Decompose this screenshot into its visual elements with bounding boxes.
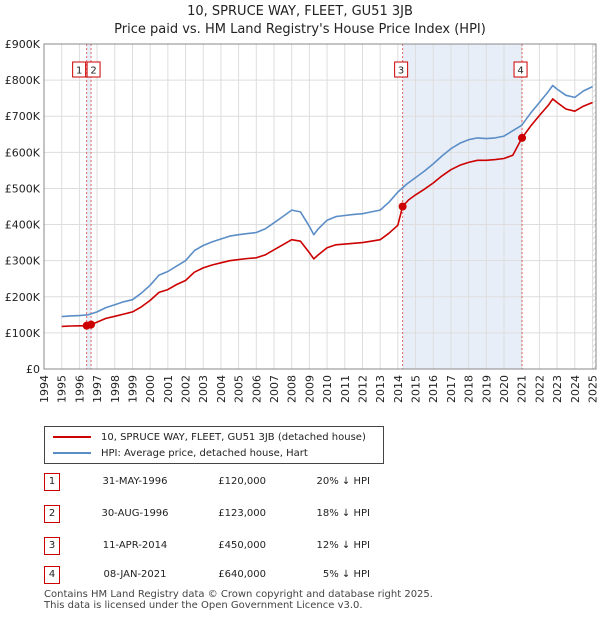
price-series-line: [61, 98, 593, 328]
x-tick-label: 2011: [339, 375, 352, 403]
y-tick-label: £700K: [5, 110, 41, 123]
y-tick-label: £900K: [5, 38, 41, 51]
transaction-label: 1: [76, 66, 82, 77]
x-tick-label: 2019: [480, 375, 493, 403]
table-row: 1 31-MAY-1996 £120,000 20% ↓ HPI: [0, 473, 600, 493]
transaction-marker: [518, 133, 527, 142]
transaction-date: 08-JAN-2021: [103, 569, 167, 580]
x-tick-label: 1995: [56, 375, 69, 403]
y-tick-label: £100K: [5, 327, 41, 340]
y-tick-label: £600K: [5, 146, 41, 159]
x-tick-label: 2021: [516, 375, 529, 403]
legend-item-price: 10, SPRUCE WAY, FLEET, GU51 3JB (detache…: [53, 430, 366, 444]
x-tick-label: 2012: [356, 375, 369, 403]
transaction-hpi-diff: 12% ↓ HPI: [316, 540, 370, 551]
x-tick-label: 2010: [321, 375, 334, 403]
x-tick-label: 1998: [109, 375, 122, 403]
x-tick-label: 2006: [250, 375, 263, 403]
x-tick-label: 2000: [144, 375, 157, 403]
transaction-label: 4: [517, 66, 523, 77]
price-chart: £0 £100K £200K £300K £400K £500K £600K £700K £80…: [5, 38, 600, 403]
transaction-label: 2: [90, 66, 96, 77]
transaction-number: 1: [44, 473, 60, 491]
legend-swatch-hpi: [53, 452, 91, 454]
y-tick-label: £0: [26, 363, 40, 376]
legend-swatch-price: [53, 436, 91, 438]
transaction-price: £120,000: [218, 476, 266, 487]
x-tick-label: 1999: [126, 375, 139, 403]
x-tick-label: 2009: [303, 375, 316, 403]
x-tick-label: 1996: [73, 375, 86, 403]
x-tick-label: 2007: [268, 375, 281, 403]
x-tick-label: 2014: [392, 375, 405, 403]
x-tick-label: 2003: [197, 375, 210, 403]
chart-title: 10, SPRUCE WAY, FLEET, GU51 3JB: [187, 4, 413, 19]
transaction-date: 30-AUG-1996: [101, 508, 169, 519]
x-tick-label: 1994: [38, 375, 51, 403]
footer-copyright: Contains HM Land Registry data © Crown c…: [44, 589, 433, 600]
y-tick-label: £200K: [5, 291, 41, 304]
x-tick-label: 2025: [586, 375, 599, 403]
hpi-series-line: [61, 84, 593, 318]
x-tick-label: 2017: [445, 375, 458, 403]
legend-label-hpi: HPI: Average price, detached house, Hart: [101, 447, 308, 459]
x-tick-label: 2016: [427, 375, 440, 403]
transaction-number: 4: [44, 566, 60, 584]
y-tick-label: £300K: [5, 255, 41, 268]
table-row: 4 08-JAN-2021 £640,000 5% ↓ HPI: [0, 566, 600, 586]
transaction-price: £640,000: [218, 569, 266, 580]
x-tick-label: 2022: [533, 375, 546, 403]
transaction-marker: [87, 320, 96, 329]
x-tick-label: 2013: [374, 375, 387, 403]
plot-frame: [43, 43, 597, 370]
x-tick-label: 2002: [180, 375, 193, 403]
transaction-hpi-diff: 18% ↓ HPI: [316, 508, 370, 519]
transaction-label-box: [513, 61, 528, 78]
x-tick-label: 2008: [286, 375, 299, 403]
x-tick-label: 2018: [463, 375, 476, 403]
transaction-label: 3: [398, 66, 404, 77]
x-tick-label: 1997: [91, 375, 104, 403]
x-tick-label: 2004: [215, 375, 228, 403]
legend-label-price: 10, SPRUCE WAY, FLEET, GU51 3JB (detache…: [101, 431, 366, 443]
transaction-number: 3: [44, 537, 60, 555]
transaction-label-box: [86, 61, 101, 78]
transaction-price: £123,000: [218, 508, 266, 519]
transaction-number: 2: [44, 505, 60, 523]
chart-legend: 10, SPRUCE WAY, FLEET, GU51 3JB (detache…: [44, 426, 384, 464]
transaction-date: 31-MAY-1996: [102, 476, 168, 487]
transaction-marker: [398, 202, 407, 211]
x-tick-label: 2001: [162, 375, 175, 403]
footer-licence: This data is licensed under the Open Gov…: [44, 600, 363, 611]
shaded-range: [402, 44, 523, 369]
table-row: 2 30-AUG-1996 £123,000 18% ↓ HPI: [0, 505, 600, 525]
y-tick-label: £500K: [5, 182, 41, 195]
x-tick-label: 2015: [410, 375, 423, 403]
y-tick-label: £800K: [5, 74, 41, 87]
x-tick-label: 2005: [233, 375, 246, 403]
shaded-range: [86, 44, 92, 369]
x-tick-label: 2024: [569, 375, 582, 403]
transaction-label-box: [72, 61, 87, 78]
x-tick-label: 2023: [551, 375, 564, 403]
x-tick-label: 2020: [498, 375, 511, 403]
transaction-label-box: [394, 61, 409, 78]
forecast-hatch: [592, 44, 596, 369]
legend-item-hpi: HPI: Average price, detached house, Hart: [53, 446, 308, 460]
transaction-hpi-diff: 20% ↓ HPI: [316, 476, 370, 487]
chart-subtitle: Price paid vs. HM Land Registry's House …: [114, 22, 486, 37]
transaction-hpi-diff: 5% ↓ HPI: [322, 569, 370, 580]
table-row: 3 11-APR-2014 £450,000 12% ↓ HPI: [0, 537, 600, 557]
y-tick-label: £400K: [5, 219, 41, 232]
transaction-date: 11-APR-2014: [102, 540, 168, 551]
transaction-price: £450,000: [218, 540, 266, 551]
